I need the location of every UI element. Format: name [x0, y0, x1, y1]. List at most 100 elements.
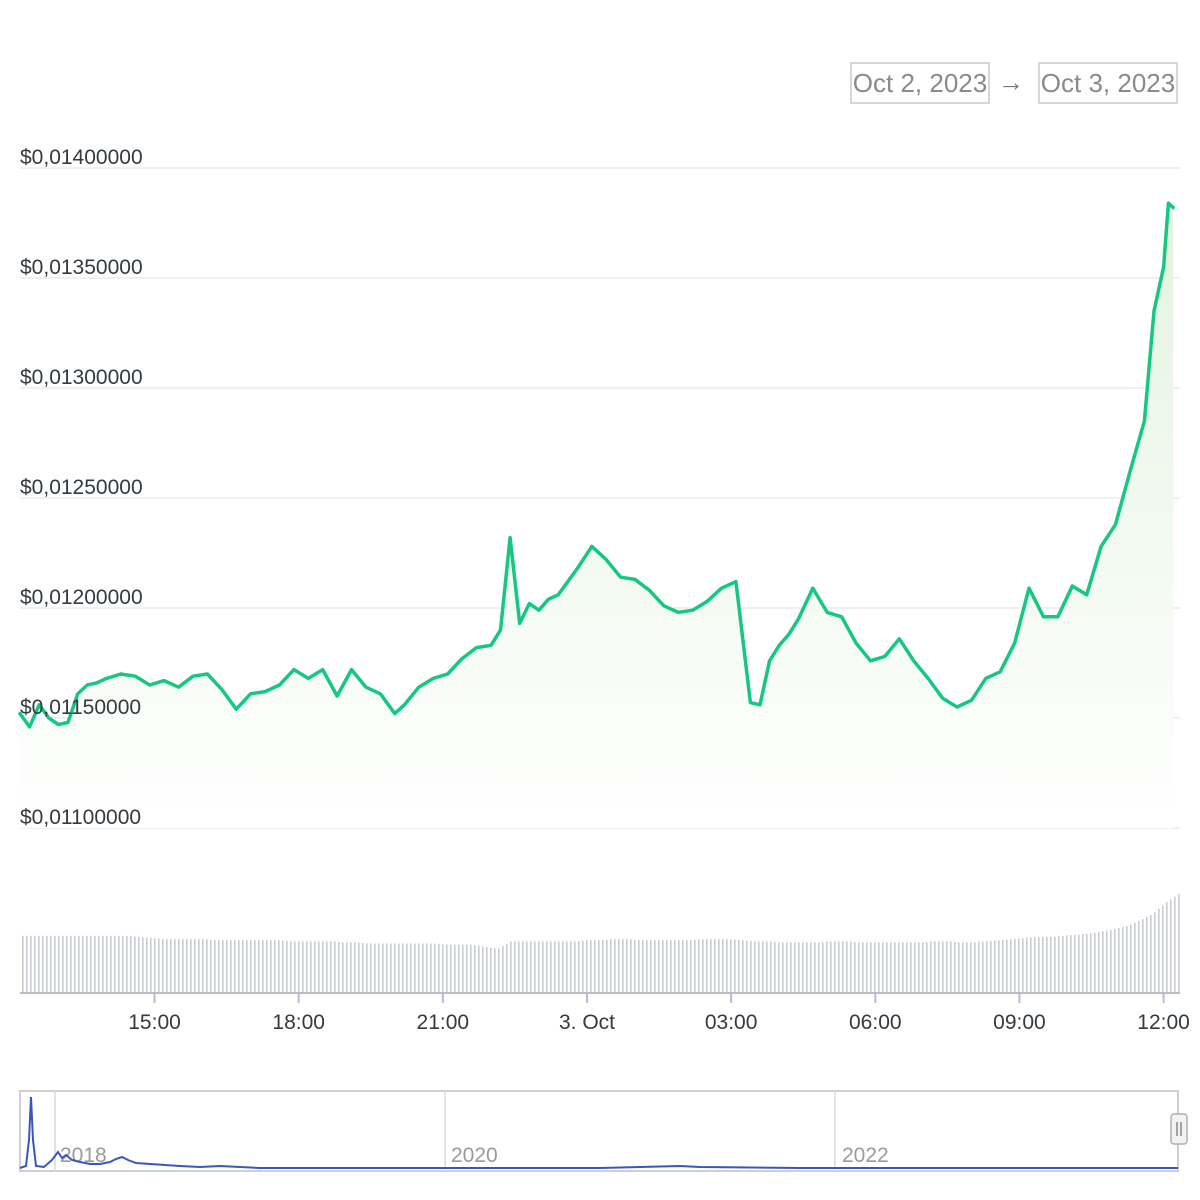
price-point[interactable] [219, 686, 225, 692]
price-point[interactable] [103, 675, 109, 681]
price-point[interactable] [940, 695, 946, 701]
volume-bar [742, 940, 744, 993]
price-point[interactable] [526, 601, 532, 607]
price-point[interactable] [190, 673, 196, 679]
navigator[interactable]: 2018 2020 2022 [19, 1090, 1188, 1172]
price-point[interactable] [1161, 264, 1167, 270]
price-point[interactable] [473, 645, 479, 651]
price-point[interactable] [84, 682, 90, 688]
volume-bar [886, 942, 888, 993]
price-point[interactable] [1026, 585, 1032, 591]
price-point[interactable] [65, 719, 71, 725]
price-point[interactable] [27, 724, 33, 730]
price-point[interactable] [1165, 200, 1171, 206]
price-point[interactable] [690, 607, 696, 613]
price-point[interactable] [661, 603, 667, 609]
volume-bar [238, 940, 240, 993]
price-point[interactable] [459, 656, 465, 662]
price-point[interactable] [276, 682, 282, 688]
price-point[interactable] [954, 704, 960, 710]
price-point[interactable] [536, 607, 542, 613]
price-point[interactable] [733, 579, 739, 585]
price-point[interactable] [1141, 418, 1147, 424]
price-point[interactable] [882, 653, 888, 659]
volume-bar [826, 941, 828, 993]
price-point[interactable] [147, 682, 153, 688]
price-point[interactable] [776, 642, 782, 648]
price-point[interactable] [632, 576, 638, 582]
volume-bar [674, 940, 676, 993]
price-point[interactable] [839, 614, 845, 620]
price-point[interactable] [675, 609, 681, 615]
price-point[interactable] [546, 596, 552, 602]
price-point[interactable] [1151, 308, 1157, 314]
volume-bar [1074, 934, 1076, 993]
price-point[interactable] [810, 585, 816, 591]
price-point[interactable] [305, 675, 311, 681]
volume-bar [534, 941, 536, 993]
price-point[interactable] [416, 684, 422, 690]
price-point[interactable] [334, 693, 340, 699]
price-point[interactable] [757, 702, 763, 708]
navigator-handle[interactable] [1170, 1113, 1188, 1145]
price-point[interactable] [55, 722, 61, 728]
price-point[interactable] [176, 684, 182, 690]
price-point[interactable] [401, 702, 407, 708]
price-point[interactable] [517, 620, 523, 626]
price-point[interactable] [925, 675, 931, 681]
price-point[interactable] [94, 680, 100, 686]
price-point[interactable] [204, 671, 210, 677]
price-point[interactable] [320, 667, 326, 673]
price-point[interactable] [1012, 640, 1018, 646]
price-point[interactable] [430, 675, 436, 681]
price-point[interactable] [853, 640, 859, 646]
price-point[interactable] [497, 627, 503, 633]
price-point[interactable] [968, 697, 974, 703]
price-point[interactable] [824, 609, 830, 615]
volume-bar [314, 941, 316, 993]
price-point[interactable] [589, 543, 595, 549]
price-point[interactable] [291, 667, 297, 673]
price-point[interactable] [392, 711, 398, 717]
price-point[interactable] [786, 631, 792, 637]
volume-bar [510, 941, 512, 993]
price-point[interactable] [1055, 614, 1061, 620]
price-point[interactable] [1113, 521, 1119, 527]
price-point[interactable] [445, 671, 451, 677]
price-point[interactable] [719, 585, 725, 591]
price-point[interactable] [1127, 469, 1133, 475]
price-point[interactable] [118, 671, 124, 677]
price-point[interactable] [574, 565, 580, 571]
price-point[interactable] [1084, 592, 1090, 598]
price-point[interactable] [747, 700, 753, 706]
price-point[interactable] [618, 574, 624, 580]
price-point[interactable] [896, 636, 902, 642]
price-point[interactable] [507, 535, 513, 541]
price-point[interactable] [1098, 543, 1104, 549]
price-point[interactable] [262, 689, 268, 695]
price-point[interactable] [704, 598, 710, 604]
range-to-input[interactable]: Oct 3, 2023 [1038, 62, 1178, 104]
price-point[interactable] [248, 691, 254, 697]
price-point[interactable] [983, 675, 989, 681]
price-point[interactable] [565, 579, 571, 585]
price-point[interactable] [997, 669, 1003, 675]
price-point[interactable] [867, 658, 873, 664]
price-point[interactable] [161, 678, 167, 684]
price-point[interactable] [795, 616, 801, 622]
price-point[interactable] [1170, 205, 1176, 211]
price-point[interactable] [646, 587, 652, 593]
price-point[interactable] [603, 557, 609, 563]
price-point[interactable] [1069, 583, 1075, 589]
price-point[interactable] [233, 706, 239, 712]
price-point[interactable] [363, 684, 369, 690]
price-point[interactable] [377, 691, 383, 697]
price-point[interactable] [767, 658, 773, 664]
price-point[interactable] [911, 658, 917, 664]
price-point[interactable] [132, 673, 138, 679]
price-point[interactable] [555, 592, 561, 598]
range-from-input[interactable]: Oct 2, 2023 [850, 62, 990, 104]
price-point[interactable] [488, 642, 494, 648]
price-point[interactable] [349, 667, 355, 673]
price-point[interactable] [1040, 614, 1046, 620]
